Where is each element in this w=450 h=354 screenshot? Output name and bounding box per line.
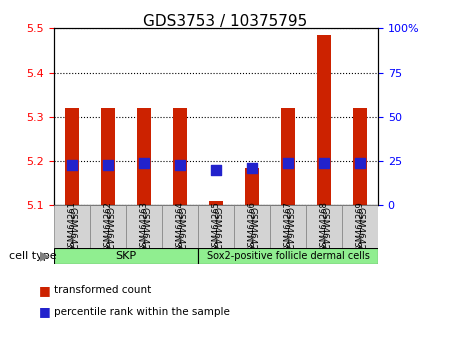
Text: GSM464263: GSM464263 bbox=[140, 207, 148, 262]
Point bbox=[176, 162, 184, 168]
Text: GSM464262: GSM464262 bbox=[104, 207, 112, 262]
Text: GSM464261: GSM464261 bbox=[68, 201, 76, 252]
Text: GSM464264: GSM464264 bbox=[176, 207, 184, 262]
Bar bbox=[101, 108, 115, 205]
Text: GSM464268: GSM464268 bbox=[320, 207, 328, 262]
Point bbox=[140, 160, 148, 166]
Text: ■: ■ bbox=[39, 305, 51, 318]
Text: GSM464266: GSM464266 bbox=[248, 207, 256, 262]
FancyBboxPatch shape bbox=[90, 205, 126, 248]
Text: cell type: cell type bbox=[9, 251, 57, 261]
Text: GSM464262: GSM464262 bbox=[104, 201, 112, 252]
Bar bbox=[245, 168, 259, 205]
Bar bbox=[173, 108, 187, 205]
Text: transformed count: transformed count bbox=[54, 285, 151, 295]
FancyBboxPatch shape bbox=[162, 205, 198, 248]
Bar bbox=[281, 108, 295, 205]
Text: GSM464265: GSM464265 bbox=[212, 201, 220, 252]
Text: GSM464269: GSM464269 bbox=[356, 207, 364, 262]
Point bbox=[284, 160, 292, 166]
Text: GSM464266: GSM464266 bbox=[248, 201, 256, 252]
Point bbox=[68, 162, 76, 168]
Text: GSM464265: GSM464265 bbox=[212, 207, 220, 262]
Bar bbox=[353, 108, 367, 205]
Text: GSM464264: GSM464264 bbox=[176, 201, 184, 252]
FancyBboxPatch shape bbox=[342, 205, 378, 248]
Text: GSM464269: GSM464269 bbox=[356, 201, 364, 252]
FancyBboxPatch shape bbox=[270, 205, 306, 248]
FancyBboxPatch shape bbox=[198, 205, 234, 248]
Point bbox=[104, 162, 112, 168]
FancyBboxPatch shape bbox=[234, 205, 270, 248]
FancyBboxPatch shape bbox=[198, 248, 378, 264]
Bar bbox=[209, 201, 223, 205]
FancyBboxPatch shape bbox=[306, 205, 342, 248]
Text: ▶: ▶ bbox=[40, 249, 50, 262]
Bar bbox=[65, 108, 79, 205]
Text: SKP: SKP bbox=[116, 251, 136, 261]
Text: Sox2-positive follicle dermal cells: Sox2-positive follicle dermal cells bbox=[207, 251, 369, 261]
Point bbox=[248, 165, 256, 171]
Point bbox=[320, 160, 328, 166]
Point bbox=[212, 167, 220, 173]
FancyBboxPatch shape bbox=[54, 205, 90, 248]
Text: ■: ■ bbox=[39, 284, 51, 297]
Text: GSM464268: GSM464268 bbox=[320, 201, 328, 252]
Bar bbox=[317, 35, 331, 205]
Text: GSM464261: GSM464261 bbox=[68, 207, 76, 262]
Point bbox=[356, 160, 364, 166]
FancyBboxPatch shape bbox=[126, 205, 162, 248]
Text: percentile rank within the sample: percentile rank within the sample bbox=[54, 307, 230, 316]
Text: GSM464267: GSM464267 bbox=[284, 201, 292, 252]
Text: GDS3753 / 10375795: GDS3753 / 10375795 bbox=[143, 14, 307, 29]
Text: GSM464263: GSM464263 bbox=[140, 201, 148, 252]
FancyBboxPatch shape bbox=[54, 248, 198, 264]
Bar bbox=[137, 108, 151, 205]
Text: GSM464267: GSM464267 bbox=[284, 207, 292, 262]
